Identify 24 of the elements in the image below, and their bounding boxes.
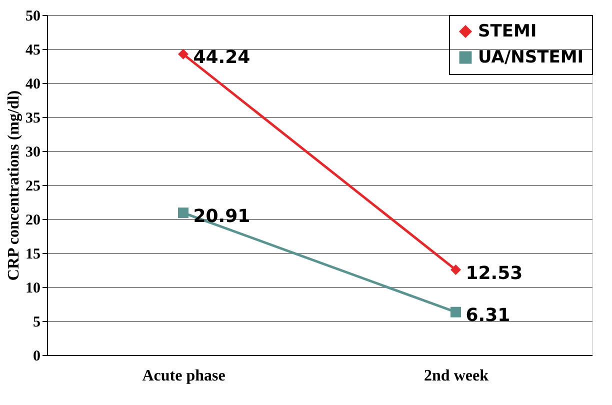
data-label: 6.31 [466,305,510,326]
point [450,306,461,318]
y-tick-label: 5 [33,314,40,330]
y-tick-label: 0 [33,348,40,364]
data-label: 20.91 [193,206,250,227]
y-tick-label: 45 [26,42,40,58]
legend-label: STEMI [478,22,537,42]
point [450,264,461,276]
x-tick-label: Acute phase [142,368,226,384]
y-tick-label: 40 [26,76,40,92]
y-tick-label: 15 [26,246,40,262]
y-tick-label: 10 [26,280,40,296]
y-tick-label: 20 [26,212,40,228]
y-tick-label: 50 [26,8,40,24]
data-label: 44.24 [193,47,250,68]
data-label: 12.53 [466,262,523,284]
y-tick-label: 25 [26,178,40,194]
y-axis-title: CRP concentrations (mg/dl) [6,90,22,281]
legend-label: UA/NSTEMI [478,48,584,68]
y-tick-label: 35 [26,110,40,126]
point [178,48,188,60]
y-tick-label: 30 [26,144,40,160]
point [178,208,188,218]
x-tick-label: 2nd week [424,368,489,384]
